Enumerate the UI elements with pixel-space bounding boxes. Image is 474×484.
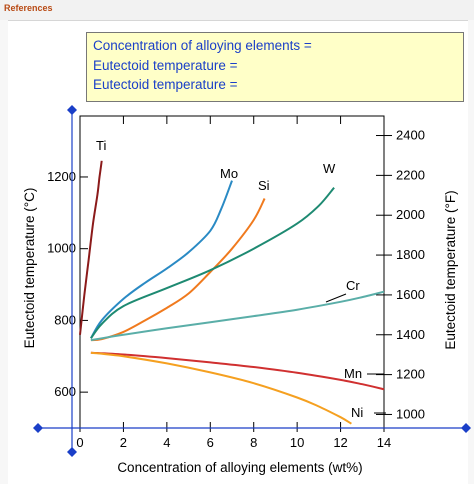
y2-tick-label: 1000 [396,406,425,421]
drag-handle-2[interactable] [67,447,77,457]
top-bar: References [0,0,474,21]
concentration-readout: Concentration of alloying elements = [93,38,312,53]
y2-tick-label: 2200 [396,167,425,182]
series-label-cr: Cr [346,278,360,293]
y2-tick-label: 1600 [396,287,425,302]
x-tick-label: 6 [207,435,214,450]
y-tick-label: 800 [54,312,76,327]
frame-left [0,20,8,484]
series-label-ni: Ni [351,405,363,420]
y2-tick-label: 2400 [396,128,425,143]
plot-frame [79,115,385,429]
x-tick-label: 10 [290,435,304,450]
x-tick-label: 0 [76,435,83,450]
drag-handle-4[interactable] [461,423,471,433]
series-label-mn: Mn [344,366,362,381]
x-tick-label: 12 [333,435,347,450]
x-tick-label: 4 [163,435,170,450]
drag-handle-3[interactable] [33,423,43,433]
series-line-cr [90,290,385,342]
series-line-w [90,187,335,339]
series-label-ti: Ti [96,138,106,153]
leader-line-cr [325,293,347,303]
x-tick-label: 8 [250,435,257,450]
series-line-mo [90,180,233,339]
y2-tick-label: 1400 [396,327,425,342]
y2-tick-label: 2000 [396,207,425,222]
series-label-mo: Mo [220,166,238,181]
series-line-ni [90,351,352,425]
temperature-f-readout: Eutectoid temperature = [93,77,238,92]
x-tick-label: 14 [377,435,391,450]
readout-box: Concentration of alloying elements = Eut… [86,32,464,102]
references-label[interactable]: References [4,3,53,13]
series-label-si: Si [258,178,270,193]
y-axis-title: Eutectoid temperature (°C) [22,188,37,349]
series-line-ti [79,160,103,335]
y2-tick-label: 1200 [396,367,425,382]
series-line-mn [90,351,385,391]
x-tick-label: 2 [120,435,127,450]
drag-handle-1[interactable] [67,105,77,115]
y-tick-label: 600 [54,384,76,399]
y-tick-label: 1000 [47,241,76,256]
y2-axis-title: Eutectoid temperature (°F) [443,190,458,349]
frame-right [468,20,474,484]
y2-tick-label: 1800 [396,247,425,262]
series-label-w: W [323,161,336,176]
y-tick-label: 1200 [47,169,76,184]
x-axis-title: Concentration of alloying elements (wt%) [117,460,362,475]
temperature-c-readout: Eutectoid temperature = [93,57,238,73]
